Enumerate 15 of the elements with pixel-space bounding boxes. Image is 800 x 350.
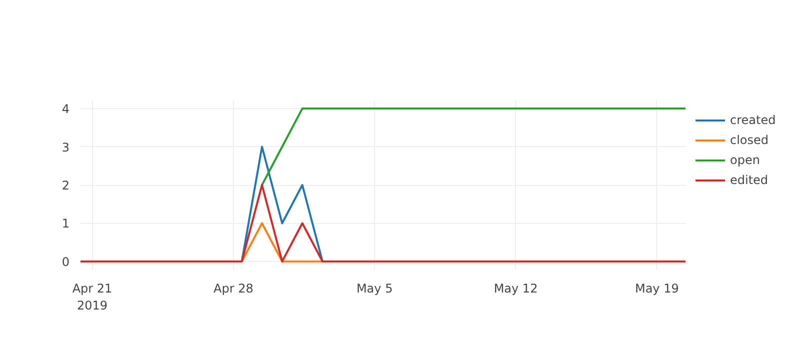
y-tick-label: 3	[62, 140, 70, 154]
legend-label: open	[730, 153, 760, 167]
x-tick-label: May 19	[634, 282, 679, 296]
legend-label: created	[730, 113, 776, 127]
x-tick-label: May 5	[356, 282, 393, 296]
legend-label: closed	[730, 133, 769, 147]
y-tick-label: 0	[62, 254, 70, 269]
y-tick-label: 2	[62, 178, 70, 192]
x-tick-label: May 12	[494, 282, 538, 296]
legend-label: edited	[730, 173, 768, 187]
y-tick-label: 1	[62, 216, 70, 231]
line-series	[240, 146, 324, 262]
x-tick-label: Apr 21 2019	[72, 282, 112, 312]
x-tick-label: Apr 28	[214, 282, 254, 296]
y-tick-label: 4	[62, 102, 70, 116]
